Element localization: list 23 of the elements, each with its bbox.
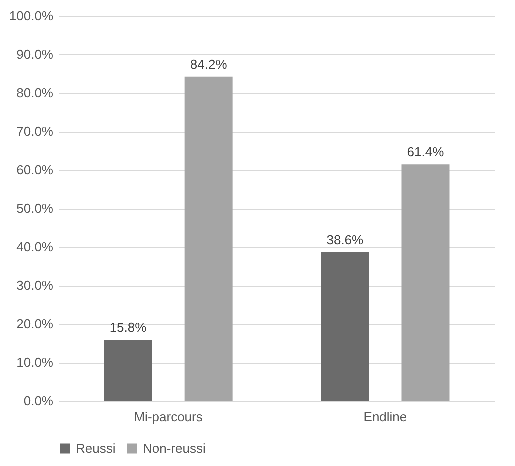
bar bbox=[402, 164, 450, 401]
y-tick-label: 90.0% bbox=[16, 47, 54, 62]
y-tick-label: 10.0% bbox=[16, 355, 54, 370]
y-tick-label: 30.0% bbox=[16, 278, 54, 293]
y-tick-label: 40.0% bbox=[16, 240, 54, 254]
y-tick-label: 60.0% bbox=[16, 162, 54, 178]
y-tick-label: 80.0% bbox=[16, 86, 54, 100]
y-tick-label: 0.0% bbox=[24, 394, 54, 408]
bar bbox=[184, 76, 233, 401]
data-label: 61.4% bbox=[407, 144, 445, 160]
y-tick-label: 20.0% bbox=[16, 316, 54, 332]
data-label: 84.2% bbox=[190, 56, 228, 72]
y-tick-label: 100.0% bbox=[9, 8, 54, 24]
x-tick-label: Mi-parcours bbox=[134, 410, 204, 424]
y-tick-label: 50.0% bbox=[16, 201, 54, 216]
legend-label: Non-reussi bbox=[143, 440, 206, 456]
bar bbox=[321, 252, 370, 401]
x-tick-label: Endline bbox=[364, 410, 408, 424]
y-tick-label: 70.0% bbox=[16, 124, 54, 139]
legend-label: Reussi bbox=[76, 440, 116, 456]
data-label: 15.8% bbox=[110, 320, 148, 336]
data-label: 38.6% bbox=[326, 232, 364, 248]
bar bbox=[104, 340, 152, 401]
